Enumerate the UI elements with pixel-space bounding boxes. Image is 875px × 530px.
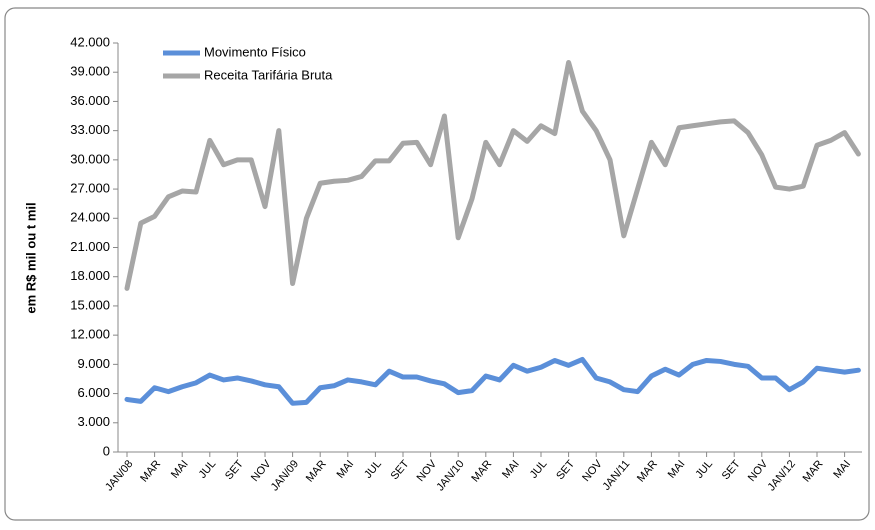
y-tick-label: 18.000 xyxy=(70,268,110,283)
y-tick-label: 3.000 xyxy=(77,414,110,429)
y-tick-label: 0 xyxy=(103,443,110,458)
y-tick-label: 9.000 xyxy=(77,356,110,371)
y-tick-label: 12.000 xyxy=(70,327,110,342)
y-tick-label: 21.000 xyxy=(70,239,110,254)
legend-label: Receita Tarifária Bruta xyxy=(204,67,333,82)
y-tick-label: 15.000 xyxy=(70,297,110,312)
y-tick-label: 33.000 xyxy=(70,122,110,137)
series-line xyxy=(124,59,861,291)
y-tick-label: 6.000 xyxy=(77,385,110,400)
y-tick-label: 42.000 xyxy=(70,34,110,49)
series-line xyxy=(124,356,861,406)
y-tick-label: 30.000 xyxy=(70,151,110,166)
y-tick-label: 36.000 xyxy=(70,93,110,108)
chart-frame xyxy=(4,7,870,521)
y-axis-title: em R$ mil ou t mil xyxy=(23,202,38,313)
y-tick-label: 39.000 xyxy=(70,64,110,79)
y-tick-label: 27.000 xyxy=(70,181,110,196)
legend-label: Movimento Físico xyxy=(204,44,306,59)
y-tick-label: 24.000 xyxy=(70,210,110,225)
